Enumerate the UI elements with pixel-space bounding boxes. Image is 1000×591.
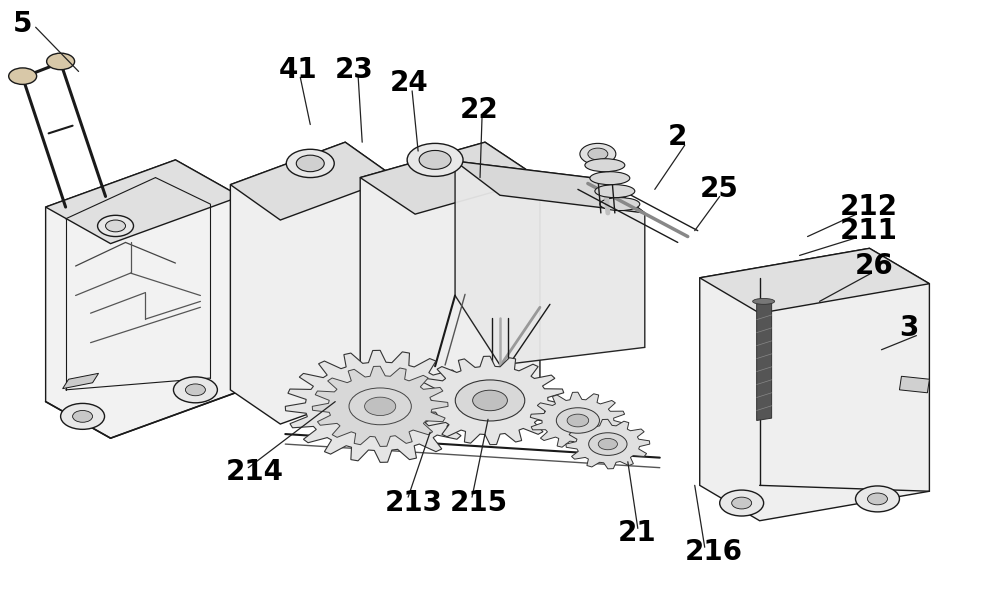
Circle shape [335,380,425,433]
Text: 23: 23 [335,56,374,85]
Circle shape [732,497,752,509]
Text: 214: 214 [225,459,283,486]
Polygon shape [312,366,448,446]
Ellipse shape [595,184,635,197]
Circle shape [589,433,627,456]
Circle shape [173,377,217,403]
Circle shape [598,439,617,450]
Polygon shape [360,142,540,214]
Polygon shape [566,420,650,469]
Text: 26: 26 [855,252,893,280]
Text: 212: 212 [840,193,898,221]
Polygon shape [230,142,395,424]
Circle shape [407,144,463,176]
Polygon shape [455,161,645,365]
Circle shape [185,384,205,396]
Text: 25: 25 [700,176,739,203]
Polygon shape [455,161,645,213]
Text: 21: 21 [618,519,656,547]
Text: 24: 24 [390,69,429,98]
Circle shape [98,215,134,236]
Circle shape [365,397,396,415]
Circle shape [9,68,37,85]
Circle shape [106,220,126,232]
Text: 213: 213 [385,489,443,517]
Circle shape [47,53,75,70]
Text: 22: 22 [460,96,499,124]
Circle shape [567,414,589,427]
Polygon shape [285,350,475,462]
Circle shape [61,404,105,429]
Ellipse shape [590,171,630,184]
Polygon shape [899,376,929,393]
Polygon shape [700,248,929,313]
Circle shape [419,151,451,170]
Text: 41: 41 [278,56,317,85]
Circle shape [73,411,93,422]
Text: 215: 215 [450,489,508,517]
Ellipse shape [600,197,640,210]
Circle shape [455,380,525,421]
Circle shape [856,486,899,512]
Polygon shape [415,356,565,444]
Text: 3: 3 [899,314,919,342]
Circle shape [286,150,334,177]
Circle shape [580,144,616,165]
Text: 211: 211 [840,217,897,245]
Circle shape [358,393,403,420]
Ellipse shape [585,159,625,171]
Circle shape [473,390,507,411]
Circle shape [720,490,764,516]
Polygon shape [360,142,540,432]
Text: 2: 2 [668,124,687,151]
Text: 216: 216 [685,538,743,566]
Polygon shape [700,248,929,521]
Circle shape [588,148,608,160]
Text: 5: 5 [13,10,32,38]
Circle shape [867,493,887,505]
Polygon shape [46,160,240,243]
Circle shape [556,408,599,433]
Polygon shape [757,301,772,421]
Polygon shape [63,374,99,389]
Circle shape [349,388,411,425]
Ellipse shape [753,298,775,304]
Polygon shape [46,160,240,438]
Polygon shape [230,142,395,220]
Circle shape [296,155,324,171]
Polygon shape [530,392,626,449]
